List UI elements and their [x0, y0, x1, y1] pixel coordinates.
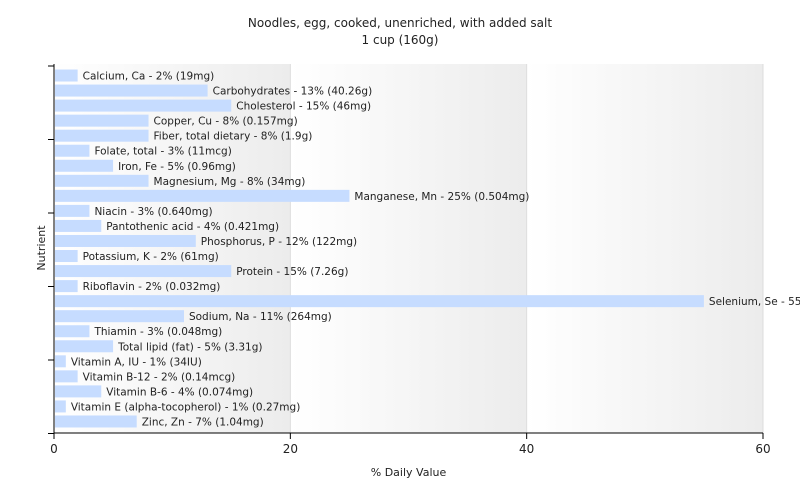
bar-label: Vitamin B-6 - 4% (0.074mg): [106, 386, 253, 398]
plot-band: [290, 64, 527, 433]
bar-label: Vitamin A, IU - 1% (34IU): [71, 356, 202, 368]
y-axis-title: Nutrient: [35, 225, 48, 271]
bar-label: Phosphorus, P - 12% (122mg): [201, 236, 357, 248]
bar-label: Cholesterol - 15% (46mg): [236, 101, 371, 113]
bar: [55, 355, 66, 368]
bar-label: Carbohydrates - 13% (40.26g): [213, 86, 373, 98]
bar-label: Zinc, Zn - 7% (1.04mg): [142, 416, 264, 428]
bar: [55, 99, 232, 112]
x-tick-label: 40: [519, 442, 534, 456]
bar: [55, 310, 184, 323]
x-tick-label: 20: [283, 442, 298, 456]
bar: [55, 265, 232, 278]
bar-label: Vitamin E (alpha-tocopherol) - 1% (0.27m…: [71, 401, 300, 413]
chart-subtitle: 1 cup (160g): [361, 33, 439, 47]
bar-label: Niacin - 3% (0.640mg): [94, 206, 212, 218]
bar-label: Manganese, Mn - 25% (0.504mg): [354, 191, 529, 203]
bar-label: Protein - 15% (7.26g): [236, 266, 348, 278]
bar: [55, 84, 208, 97]
bar-label: Copper, Cu - 8% (0.157mg): [154, 116, 298, 128]
bar: [55, 234, 196, 247]
bar: [55, 69, 78, 82]
bar-label: Iron, Fe - 5% (0.96mg): [118, 161, 236, 173]
x-axis-title: % Daily Value: [371, 466, 447, 479]
bar: [55, 370, 78, 383]
bar: [55, 174, 149, 187]
bar: [55, 144, 90, 157]
x-tick-label: 60: [755, 442, 770, 456]
bar-label: Total lipid (fat) - 5% (3.31g): [117, 341, 262, 353]
bar: [55, 250, 78, 263]
bar: [55, 159, 114, 172]
bar: [55, 295, 704, 308]
bar-label: Thiamin - 3% (0.048mg): [93, 326, 222, 338]
plot-band: [526, 64, 763, 433]
bar: [55, 415, 137, 428]
bar: [55, 189, 350, 202]
bar: [55, 204, 90, 217]
bar-label: Magnesium, Mg - 8% (34mg): [154, 176, 306, 188]
chart-title: Noodles, egg, cooked, unenriched, with a…: [247, 16, 553, 30]
bar: [55, 385, 102, 398]
bar: [55, 325, 90, 338]
bar-label: Vitamin B-12 - 2% (0.14mcg): [83, 371, 236, 383]
bar: [55, 280, 78, 293]
bar: [55, 340, 114, 353]
bar-label: Sodium, Na - 11% (264mg): [189, 311, 332, 323]
bar-label: Calcium, Ca - 2% (19mg): [83, 71, 215, 83]
bar-label: Pantothenic acid - 4% (0.421mg): [106, 221, 279, 233]
x-tick-label: 0: [50, 442, 58, 456]
bar: [55, 219, 102, 232]
bar-label: Fiber, total dietary - 8% (1.9g): [154, 131, 313, 143]
bar-label: Folate, total - 3% (11mcg): [94, 146, 231, 158]
bar-label: Riboflavin - 2% (0.032mg): [83, 281, 221, 293]
bar-label: Selenium, Se - 55% (38.2mcg): [709, 296, 800, 308]
bar: [55, 114, 149, 127]
bar: [55, 129, 149, 142]
bar-label: Potassium, K - 2% (61mg): [83, 251, 219, 263]
bar: [55, 400, 66, 413]
